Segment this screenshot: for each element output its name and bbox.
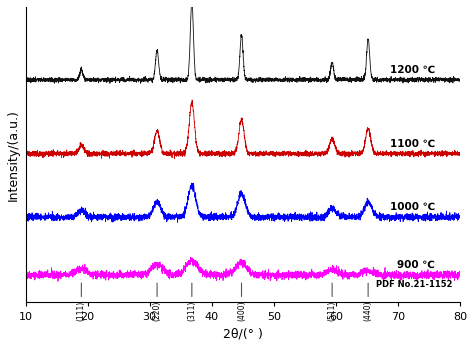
Text: 1000 ℃: 1000 ℃ [390,202,435,212]
Text: 1100 ℃: 1100 ℃ [390,138,435,149]
Text: (220): (220) [153,301,162,321]
X-axis label: 2θ/(° ): 2θ/(° ) [223,327,263,340]
Text: (311): (311) [187,301,196,321]
Text: (440): (440) [364,301,373,321]
Text: 1200 ℃: 1200 ℃ [390,65,435,75]
Text: (400): (400) [237,301,246,321]
Text: (111): (111) [77,301,86,321]
Text: 900 ℃: 900 ℃ [397,260,435,270]
Y-axis label: Intensity/(a.u.): Intensity/(a.u.) [7,109,20,201]
Text: (511): (511) [328,301,337,321]
Text: PDF No.21-1152: PDF No.21-1152 [376,280,453,289]
